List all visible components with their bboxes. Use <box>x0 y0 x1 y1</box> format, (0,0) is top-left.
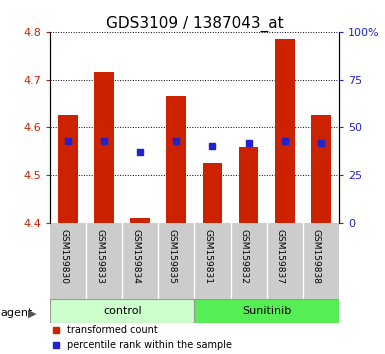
Bar <box>275 39 295 223</box>
Bar <box>131 218 150 223</box>
Text: GSM159838: GSM159838 <box>312 229 321 284</box>
Bar <box>94 73 114 223</box>
Text: transformed count: transformed count <box>67 325 158 335</box>
Text: GSM159833: GSM159833 <box>95 229 104 284</box>
Text: agent: agent <box>1 308 33 318</box>
Text: GSM159834: GSM159834 <box>131 229 140 284</box>
Text: GSM159832: GSM159832 <box>239 229 249 284</box>
Text: GSM159830: GSM159830 <box>59 229 68 284</box>
Bar <box>203 163 223 223</box>
Text: percentile rank within the sample: percentile rank within the sample <box>67 340 233 350</box>
Bar <box>50 299 194 323</box>
Bar <box>311 115 331 223</box>
Text: ▶: ▶ <box>28 308 36 318</box>
Bar <box>166 96 186 223</box>
Bar <box>239 147 258 223</box>
Text: GSM159835: GSM159835 <box>167 229 176 284</box>
Bar <box>194 299 339 323</box>
Text: GSM159831: GSM159831 <box>203 229 213 284</box>
Title: GDS3109 / 1387043_at: GDS3109 / 1387043_at <box>105 16 283 32</box>
Text: Sunitinib: Sunitinib <box>242 306 291 316</box>
Text: GSM159837: GSM159837 <box>276 229 285 284</box>
Bar <box>58 115 78 223</box>
Text: control: control <box>103 306 142 316</box>
